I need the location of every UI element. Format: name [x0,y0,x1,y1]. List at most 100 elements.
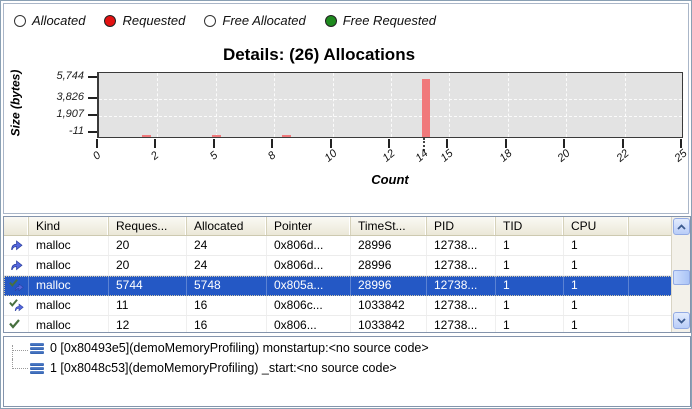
table-cell[interactable]: 0x806d... [267,256,351,275]
allocation-kind-icon-cell [4,256,29,275]
x-tick-mark [680,139,682,148]
table-cell[interactable]: malloc [29,236,109,255]
table-cell[interactable]: 20 [109,256,187,275]
table-row[interactable]: malloc 12 16 0x806... 1033842 12738... 1 1 [4,316,673,332]
table-cell[interactable]: 20 [109,236,187,255]
table-cell[interactable]: 1 [564,256,629,275]
table-cell[interactable]: malloc [29,256,109,275]
column-header-cpu[interactable]: CPU [564,217,629,235]
radio-option-allocated[interactable]: Allocated [14,13,85,28]
table-cell[interactable]: 24 [187,236,267,255]
stack-frame-item[interactable]: 0 [0x80493e5](demoMemoryProfiling) monst… [4,339,690,357]
table-cell[interactable]: 1 [496,316,564,332]
radio-option-free-requested[interactable]: Free Requested [324,13,436,28]
stack-trace-panel: 0 [0x80493e5](demoMemoryProfiling) monst… [3,336,691,407]
x-tick-mark [96,139,98,148]
table-row[interactable]: malloc 5744 5748 0x805a... 28996 12738... 1 1 [4,276,673,296]
table-cell[interactable]: 1033842 [351,316,427,332]
vertical-scrollbar[interactable] [671,217,690,332]
table-cell[interactable]: 1 [496,276,564,295]
table-cell[interactable]: 28996 [351,236,427,255]
table-cell[interactable]: 28996 [351,276,427,295]
allocation-kind-icon-cell [4,296,29,315]
stack-frame-item[interactable]: 1 [0x8048c53](demoMemoryProfiling) _star… [4,359,690,377]
allocation-bar[interactable] [141,135,151,137]
column-header-timest-[interactable]: TimeSt... [351,217,427,235]
gridline-vertical [274,73,276,137]
table-cell[interactable]: 1 [564,276,629,295]
x-tick-label: 8 [265,149,279,163]
scroll-up-button[interactable] [673,218,690,235]
y-tick-label: 3,826 [56,90,84,103]
scrollbar-thumb[interactable] [673,270,690,285]
radio-circle-icon[interactable] [104,14,117,27]
table-cell[interactable]: 1 [496,256,564,275]
radio-circle-icon[interactable] [204,14,217,27]
table-row[interactable]: malloc 11 16 0x806c... 1033842 12738... 1 1 [4,296,673,316]
table-cell[interactable]: 28996 [351,256,427,275]
table-cell[interactable]: 0x806... [267,316,351,332]
table-cell[interactable]: 5748 [187,276,267,295]
table-cell[interactable]: 0x806d... [267,236,351,255]
table-row[interactable]: malloc 20 24 0x806d... 28996 12738... 1 1 [4,256,673,276]
table-cell[interactable]: 1 [564,316,629,332]
table-cell[interactable]: 1033842 [351,296,427,315]
column-header-tid[interactable]: TID [496,217,564,235]
column-header-allocated[interactable]: Allocated [187,217,267,235]
table-cell[interactable]: malloc [29,316,109,332]
table-cell[interactable]: 24 [187,256,267,275]
table-cell[interactable]: 12738... [427,256,496,275]
table-cell-filler [629,276,673,295]
allocation-bar[interactable] [211,135,221,137]
table-cell[interactable]: malloc [29,276,109,295]
radio-group: Allocated Requested Free Allocated Free Req… [14,13,436,28]
table-cell[interactable]: 12738... [427,316,496,332]
allocation-bar[interactable] [281,135,291,137]
table-cell[interactable]: 1 [564,296,629,315]
check-arrow-icon [8,279,24,292]
stack-frame-text: 1 [0x8048c53](demoMemoryProfiling) _star… [50,361,397,375]
table-cell[interactable]: 16 [187,296,267,315]
table-cell[interactable]: 1 [564,236,629,255]
table-cell[interactable]: malloc [29,296,109,315]
table-cell[interactable]: 12 [109,316,187,332]
selected-bar-tick-mark [423,138,426,151]
x-tick-mark [388,139,390,148]
radio-circle-icon[interactable] [324,14,337,27]
gridline-vertical [449,73,451,137]
table-cell[interactable]: 1 [496,236,564,255]
column-header-reques-[interactable]: Reques... [109,217,187,235]
table-cell[interactable]: 11 [109,296,187,315]
scroll-down-button[interactable] [673,312,690,329]
table-cell[interactable]: 0x806c... [267,296,351,315]
x-tick-mark [621,139,624,148]
column-header-pointer[interactable]: Pointer [267,217,351,235]
radio-option-requested[interactable]: Requested [104,13,185,28]
radio-label: Requested [122,13,186,28]
table-cell[interactable]: 12738... [427,236,496,255]
column-header-icon[interactable] [4,217,29,235]
column-header-kind[interactable]: Kind [29,217,109,235]
stack-frame-icon [30,362,44,374]
allocation-bar-selected[interactable] [422,79,431,137]
table-cell[interactable]: 0x805a... [267,276,351,295]
table-row[interactable]: malloc 20 24 0x806d... 28996 12738... 1 1 [4,236,673,256]
table-cell[interactable]: 1 [496,296,564,315]
chart-title: Details: (26) Allocations [222,45,416,64]
arrow-icon [9,259,24,272]
gridline-horizontal [99,98,682,100]
allocation-kind-icon-cell [4,316,29,332]
y-tick-mark [88,75,97,78]
x-tick-mark [154,139,157,148]
radio-circle-icon[interactable] [14,14,26,27]
table-cell[interactable]: 12738... [427,296,496,315]
gridline-vertical [566,73,568,137]
column-header-pid[interactable]: PID [427,217,496,235]
table-cell[interactable]: 16 [187,316,267,332]
table-cell[interactable]: 12738... [427,276,496,295]
radio-option-free-allocated[interactable]: Free Allocated [204,13,306,28]
radio-label: Free Allocated [222,13,306,28]
allocations-table: Kind Reques... Allocated Pointer TimeSt... PI… [3,216,691,333]
gridline-vertical [332,73,334,137]
table-cell[interactable]: 5744 [109,276,187,295]
